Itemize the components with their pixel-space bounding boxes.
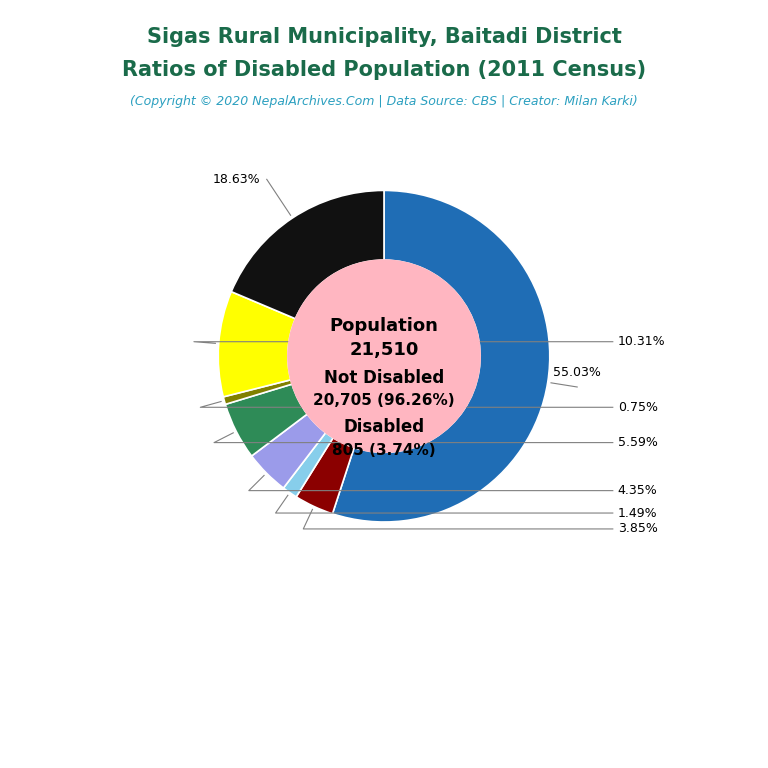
Text: Population: Population [329, 317, 439, 336]
Text: 1.49%: 1.49% [617, 507, 657, 519]
Text: 18.63%: 18.63% [213, 173, 260, 186]
Wedge shape [333, 190, 550, 522]
Text: (Copyright © 2020 NepalArchives.Com | Data Source: CBS | Creator: Milan Karki): (Copyright © 2020 NepalArchives.Com | Da… [130, 95, 638, 108]
Text: Not Disabled: Not Disabled [324, 369, 444, 387]
Text: 20,705 (96.26%): 20,705 (96.26%) [313, 393, 455, 409]
Text: 0.75%: 0.75% [617, 401, 657, 414]
Circle shape [288, 260, 480, 452]
Text: 5.59%: 5.59% [617, 436, 657, 449]
Text: 21,510: 21,510 [349, 340, 419, 359]
Text: Disabled: Disabled [343, 419, 425, 436]
Wedge shape [283, 432, 333, 497]
Text: 805 (3.74%): 805 (3.74%) [333, 443, 435, 458]
Text: 3.85%: 3.85% [617, 522, 657, 535]
Text: Ratios of Disabled Population (2011 Census): Ratios of Disabled Population (2011 Cens… [122, 60, 646, 80]
Wedge shape [296, 438, 354, 514]
Wedge shape [218, 292, 296, 397]
Wedge shape [223, 380, 292, 404]
Wedge shape [252, 414, 326, 488]
Text: 55.03%: 55.03% [553, 366, 601, 379]
Text: 4.35%: 4.35% [617, 484, 657, 497]
Text: Sigas Rural Municipality, Baitadi District: Sigas Rural Municipality, Baitadi Distri… [147, 27, 621, 47]
Wedge shape [231, 190, 384, 319]
Wedge shape [225, 384, 307, 456]
Text: 10.31%: 10.31% [617, 335, 665, 348]
